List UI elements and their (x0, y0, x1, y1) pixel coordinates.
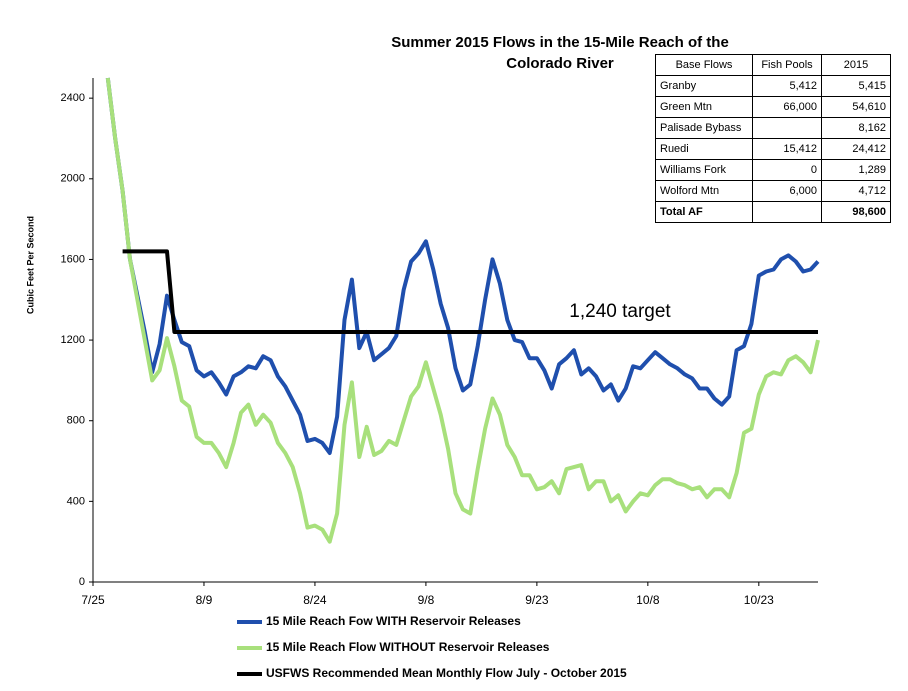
y-tick-label: 800 (67, 415, 85, 427)
table-row: Total AF 98,600 (655, 201, 891, 223)
y-tick-label: 400 (67, 495, 85, 507)
annotation: 1,240 target (569, 301, 671, 322)
table-cell: 2015 (821, 54, 891, 76)
legend-label: 15 Mile Reach Flow WITHOUT Reservoir Rel… (266, 640, 550, 654)
table-row: Ruedi 15,412 24,412 (655, 138, 891, 160)
table-cell: Wolford Mtn (655, 180, 753, 202)
table-cell: Williams Fork (655, 159, 753, 181)
table-cell (752, 117, 822, 139)
legend-label: USFWS Recommended Mean Monthly Flow July… (266, 666, 627, 680)
table-cell: Palisade Bybass (655, 117, 753, 139)
table-cell: Green Mtn (655, 96, 753, 118)
x-tick-label: 7/25 (81, 593, 105, 607)
y-tick-label: 1600 (61, 253, 85, 265)
table-cell: 0 (752, 159, 822, 181)
x-tick-label: 8/9 (196, 593, 213, 607)
table-cell: 98,600 (821, 201, 891, 223)
x-tick-label: 9/8 (418, 593, 435, 607)
legend-label: 15 Mile Reach Fow WITH Reservoir Release… (266, 614, 521, 628)
table-cell: 4,712 (821, 180, 891, 202)
x-tick-label: 9/23 (525, 593, 549, 607)
series-line (122, 249, 818, 334)
x-tick-label: 10/8 (636, 593, 660, 607)
y-axis-label: Cubic Feet Per Second (25, 216, 35, 314)
series-line (105, 77, 820, 455)
table-row: Wolford Mtn 6,000 4,712 (655, 180, 891, 202)
y-tick-label: 2400 (61, 92, 85, 104)
chart-title: Summer 2015 Flows in the 15-Mile Reach o… (391, 34, 729, 51)
table-row: Williams Fork 0 1,289 (655, 159, 891, 181)
table-cell: 5,412 (752, 75, 822, 97)
series-line (105, 77, 820, 544)
y-tick-label: 2000 (61, 173, 85, 185)
table-cell: 24,412 (821, 138, 891, 160)
table-cell: Base Flows (655, 54, 753, 76)
table-cell: 15,412 (752, 138, 822, 160)
table-row: Base Flows Fish Pools 2015 (655, 54, 891, 76)
flow-table: Base Flows Fish Pools 2015 Granby 5,412 5,415… (655, 54, 891, 223)
table-cell: 1,289 (821, 159, 891, 181)
table-cell: Fish Pools (752, 54, 822, 76)
table-cell: 54,610 (821, 96, 891, 118)
table-cell: Granby (655, 75, 753, 97)
table-row: Green Mtn 66,000 54,610 (655, 96, 891, 118)
table-cell: Total AF (655, 201, 753, 223)
table-cell (752, 201, 822, 223)
x-tick-label: 8/24 (303, 593, 327, 607)
table-row: Granby 5,412 5,415 (655, 75, 891, 97)
table-row: Palisade Bybass 8,162 (655, 117, 891, 139)
y-tick-label: 1200 (61, 334, 85, 346)
table-cell: 8,162 (821, 117, 891, 139)
x-tick-label: 10/23 (744, 593, 774, 607)
chart-title: Colorado River (506, 55, 614, 72)
table-cell: 5,415 (821, 75, 891, 97)
table-cell: Ruedi (655, 138, 753, 160)
table-cell: 66,000 (752, 96, 822, 118)
table-cell: 6,000 (752, 180, 822, 202)
y-tick-label: 0 (79, 576, 85, 588)
